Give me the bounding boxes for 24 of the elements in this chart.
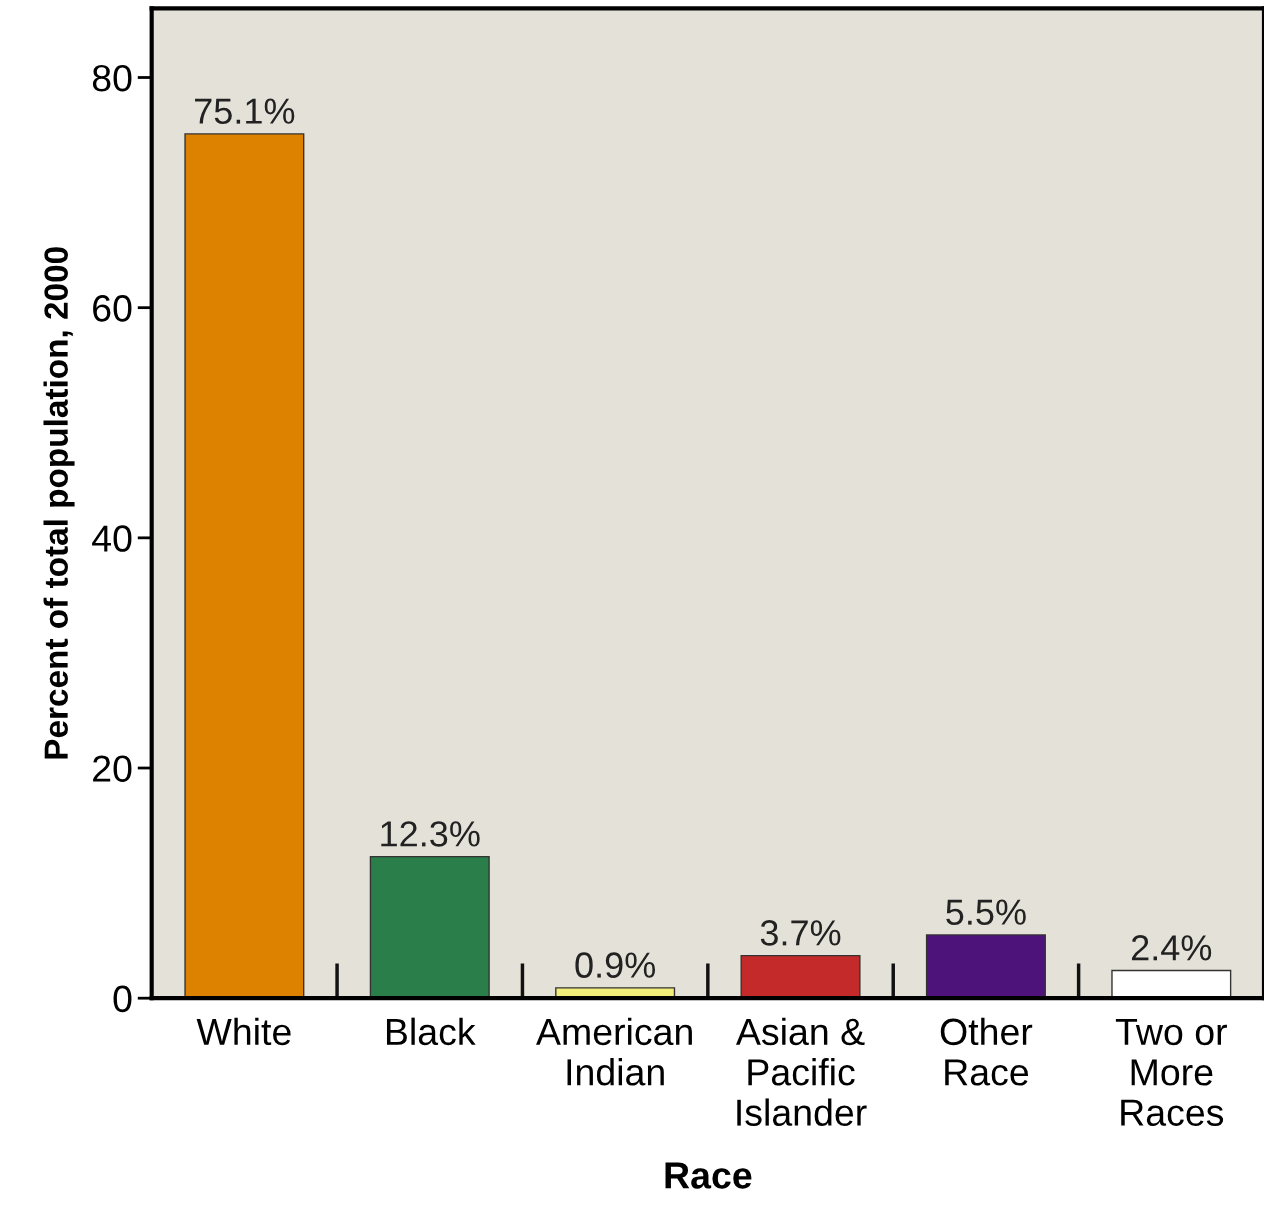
data-label: 75.1%	[195, 98, 295, 124]
data-label: 5.5%	[946, 899, 1026, 925]
bar	[925, 934, 1046, 999]
x-tick-label: Black	[386, 1017, 476, 1046]
x-tick-label: White	[196, 1017, 291, 1046]
y-tick-label: 60	[93, 295, 132, 322]
y-tick-label: 0	[113, 985, 132, 1013]
bar	[369, 855, 490, 999]
data-label: 2.4%	[1131, 935, 1212, 961]
x-tick-label: American Indian	[536, 1017, 692, 1086]
y-tick-label: 80	[92, 64, 132, 92]
bar	[184, 133, 305, 999]
data-label: 12.3%	[381, 821, 480, 847]
x-tick-label: Asian & Pacific Islander	[735, 1017, 867, 1126]
y-axis-title: Percent of total population, 2000	[43, 247, 75, 759]
x-tick-label: Two or More Races	[1115, 1019, 1227, 1126]
y-tick-label: 20	[93, 755, 132, 782]
bar	[1111, 969, 1232, 999]
data-label: 3.7%	[760, 920, 841, 946]
x-tick-label: Other Race	[940, 1017, 1033, 1086]
y-tick-label: 40	[92, 525, 132, 552]
data-label: 0.9%	[575, 952, 656, 978]
bar	[740, 954, 861, 999]
x-axis-title: Race	[665, 1162, 752, 1189]
